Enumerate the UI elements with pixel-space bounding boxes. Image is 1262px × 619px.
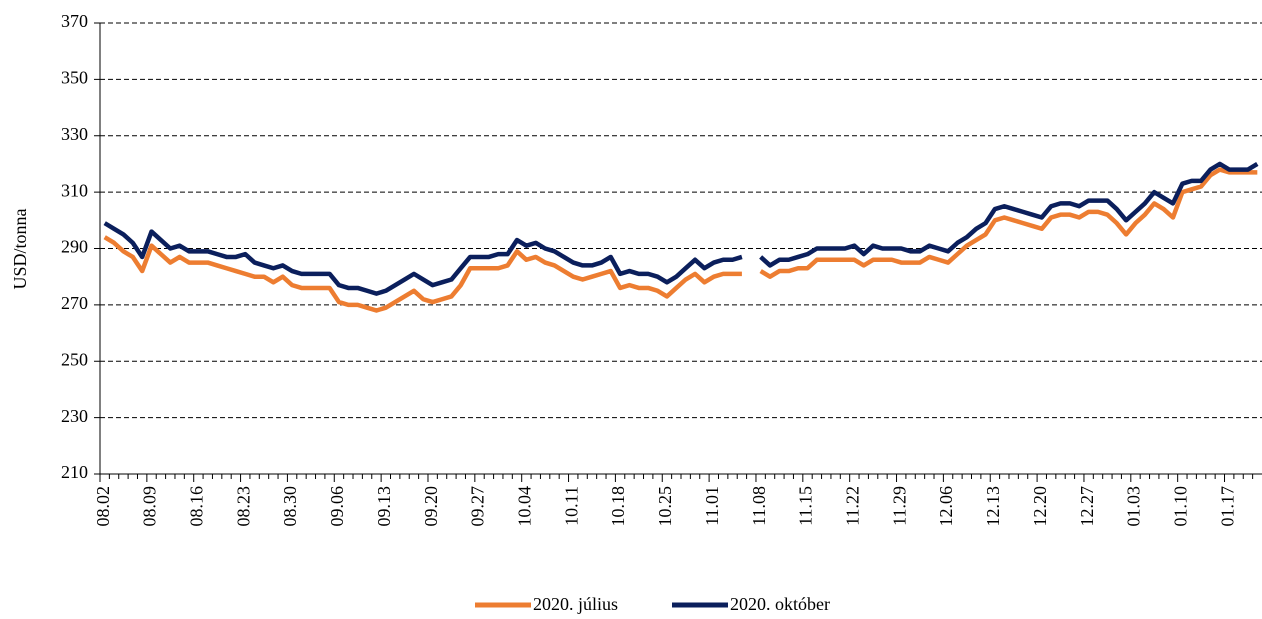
x-tick-label: 08.02	[93, 486, 113, 527]
x-tick-label: 11.08	[749, 486, 769, 526]
series-line	[103, 167, 1258, 313]
legend-label: 2020. október	[730, 594, 830, 614]
x-tick-label: 09.20	[421, 486, 441, 527]
x-tick-label: 10.04	[515, 486, 535, 527]
y-tick-label: 230	[61, 406, 88, 426]
x-tick-label: 01.10	[1170, 486, 1190, 527]
y-tick-label: 210	[61, 462, 88, 482]
x-tick-label: 11.29	[889, 486, 909, 526]
y-tick-label: 370	[61, 11, 88, 31]
x-tick-label: 01.17	[1217, 486, 1237, 527]
x-tick-label: 08.30	[280, 486, 300, 527]
x-tick-label: 12.27	[1077, 486, 1097, 527]
y-tick-label: 270	[61, 293, 88, 313]
x-tick-label: 09.27	[468, 486, 488, 527]
x-tick-label: 01.03	[1124, 486, 1144, 527]
x-tick-label: 08.16	[187, 486, 207, 527]
legend-label: 2020. július	[533, 594, 618, 614]
y-tick-label: 330	[61, 124, 88, 144]
x-tick-label: 10.18	[608, 486, 628, 527]
x-tick-label: 12.06	[936, 486, 956, 527]
y-tick-label: 290	[61, 237, 88, 257]
series-line	[103, 161, 1259, 296]
x-tick-label: 10.11	[561, 486, 581, 526]
x-tick-label: 08.09	[140, 486, 160, 527]
x-tick-label: 09.13	[374, 486, 394, 527]
x-tick-label: 08.23	[233, 486, 253, 527]
y-tick-label: 310	[61, 180, 88, 200]
x-tick-label: 11.15	[796, 486, 816, 526]
x-tick-label: 12.13	[983, 486, 1003, 527]
x-tick-label: 09.06	[327, 486, 347, 527]
y-tick-label: 350	[61, 68, 88, 88]
x-tick-label: 10.25	[655, 486, 675, 527]
x-tick-label: 11.01	[702, 486, 722, 526]
y-axis-label: USD/tonna	[10, 208, 30, 289]
x-tick-label: 11.22	[842, 486, 862, 526]
y-tick-label: 250	[61, 349, 88, 369]
x-tick-label: 12.20	[1030, 486, 1050, 527]
